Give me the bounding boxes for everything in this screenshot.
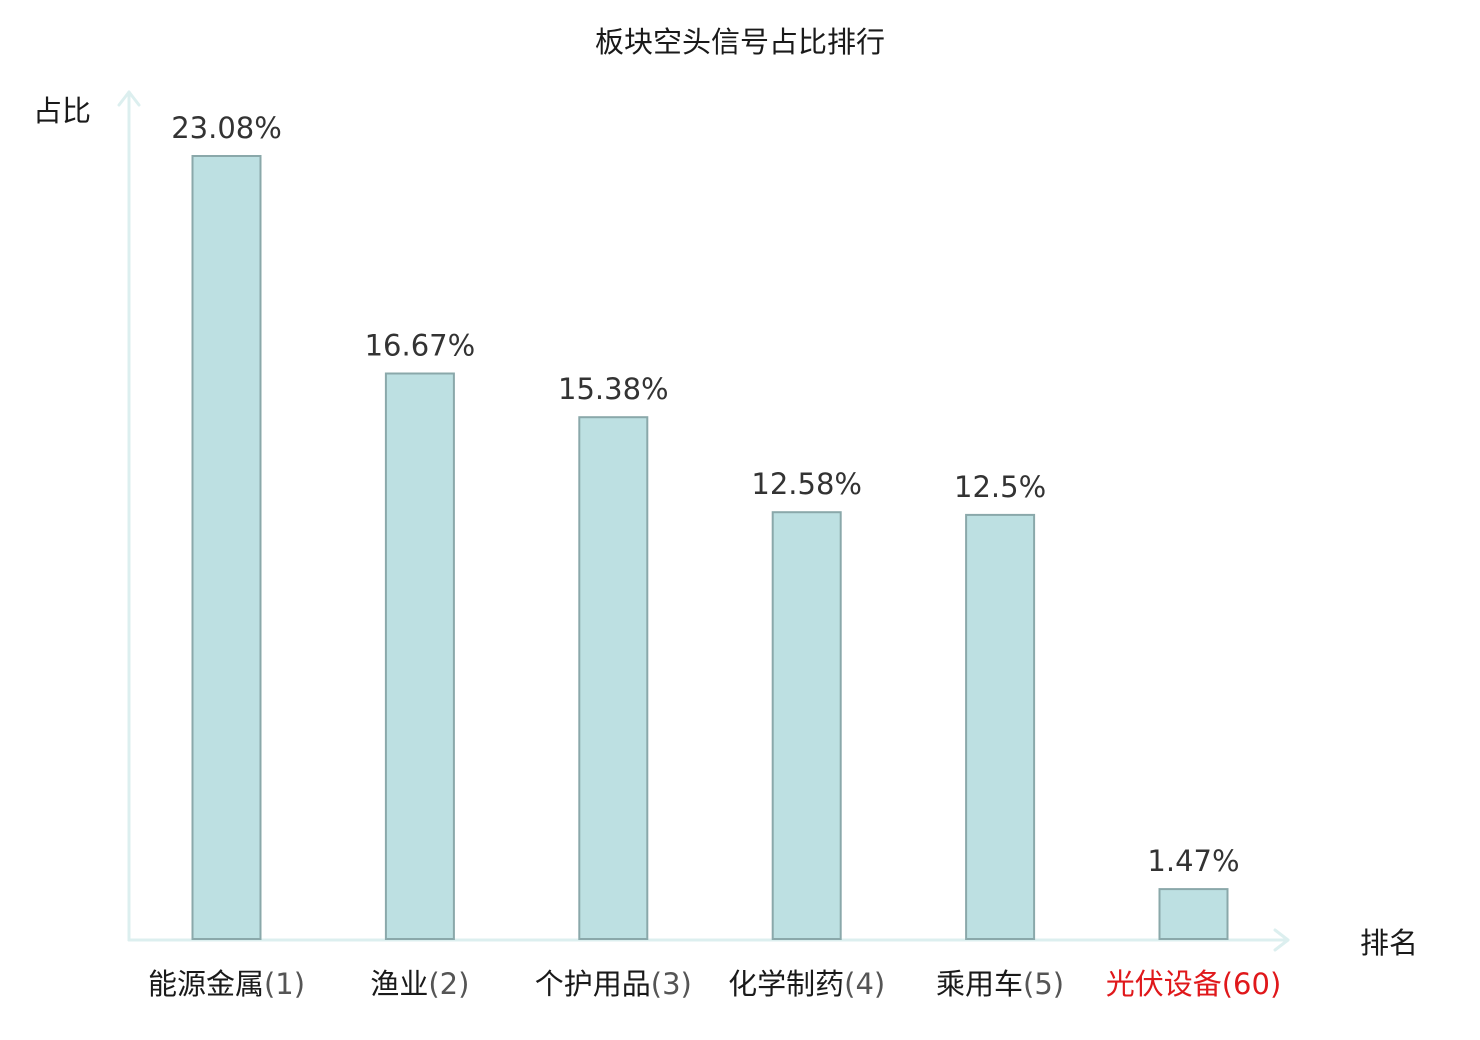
x-axis-arrow-icon [1273,928,1290,952]
category-labels: 能源金属(1) 渔业(2) 个护用品(3) 化学制药(4) 乘用车(5) 光伏设备(60) [148,967,1281,1001]
value-label-6: 1.47% [1147,844,1239,878]
category-name-2: 渔业 [370,967,428,1001]
category-rank-5: (5) [1023,967,1064,1001]
category-name-4: 化学制药 [728,967,844,1001]
category-label-3: 个护用品(3) [535,967,692,1001]
x-axis-label: 排名 [1360,926,1418,960]
bar-2 [384,372,455,940]
value-label-2: 16.67% [365,329,476,363]
category-label-5: 乘用车(5) [936,967,1064,1001]
bar-4 [771,511,842,940]
category-name-6: 光伏设备 [1106,967,1222,1001]
category-name-3: 个护用品 [535,967,651,1001]
category-rank-6: (60) [1222,967,1282,1001]
category-rank-3: (3) [651,967,692,1001]
bars [191,155,1229,941]
x-axis [127,928,1290,952]
category-label-6: 光伏设备(60) [1106,967,1282,1001]
value-label-3: 15.38% [558,372,669,406]
chart-title: 板块空头信号占比排行 [595,25,885,59]
category-name-1: 能源金属 [148,967,264,1001]
y-axis [117,90,141,942]
category-rank-2: (2) [428,967,469,1001]
bar-6 [1158,888,1229,940]
value-label-5: 12.5% [954,470,1046,504]
bar-1 [191,155,262,940]
category-rank-4: (4) [844,967,885,1001]
bar-5 [965,513,1036,941]
category-name-5: 乘用车 [936,967,1023,1001]
value-labels: 23.08% 16.67% 15.38% 12.58% 12.5% 1.47% [171,111,1239,878]
value-label-4: 12.58% [751,467,862,501]
category-label-4: 化学制药(4) [728,967,885,1001]
bar-3 [578,416,649,940]
y-axis-label: 占比 [33,94,91,128]
category-label-1: 能源金属(1) [148,967,305,1001]
y-axis-arrow-icon [117,90,141,107]
category-rank-1: (1) [264,967,305,1001]
category-label-2: 渔业(2) [370,967,469,1001]
value-label-1: 23.08% [171,111,282,145]
